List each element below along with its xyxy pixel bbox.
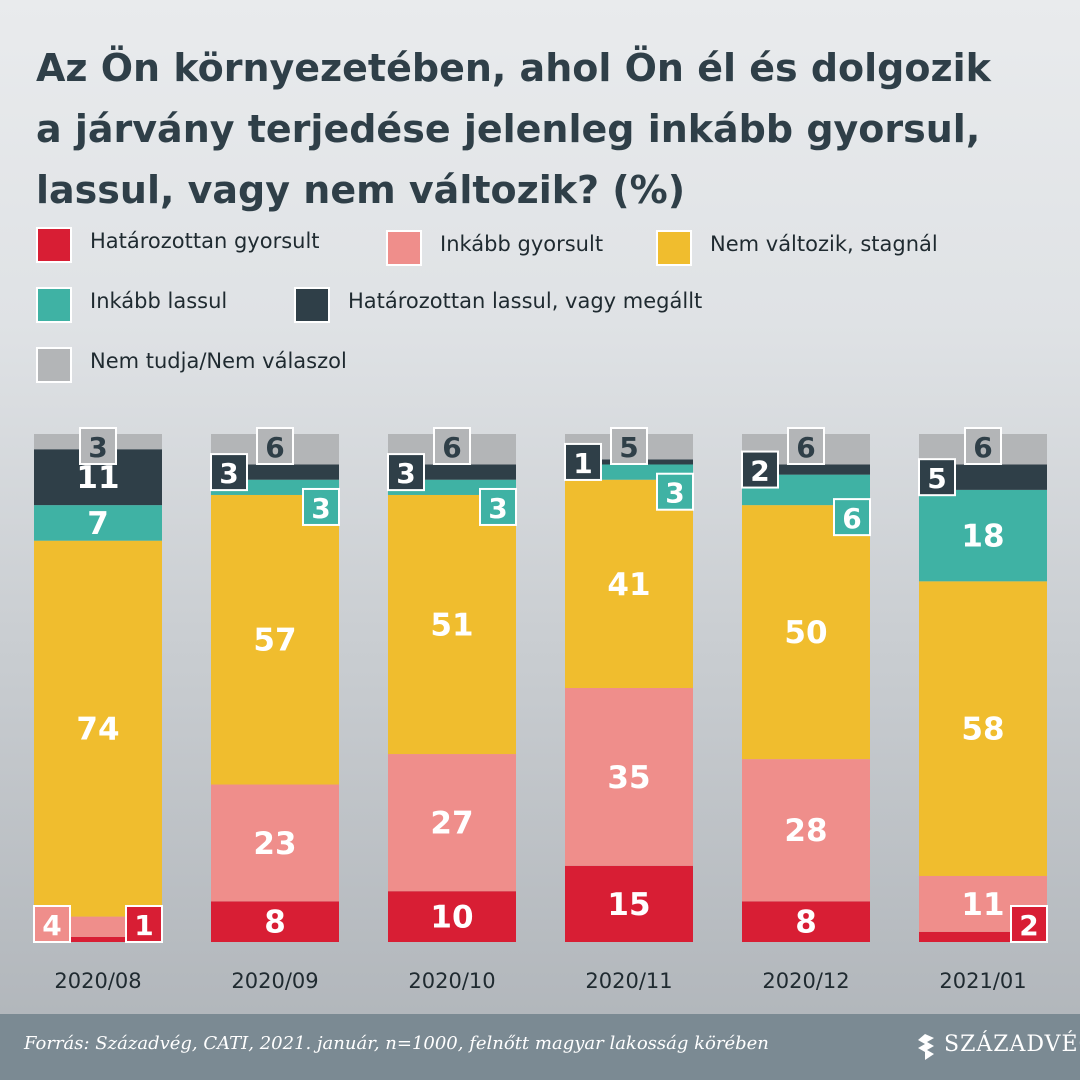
data-label: 6	[265, 431, 284, 464]
data-label: 5	[619, 431, 638, 464]
data-label: 74	[76, 712, 119, 748]
data-label: 8	[264, 905, 286, 941]
data-label-box	[964, 427, 1002, 465]
data-label: 3	[219, 457, 238, 490]
x-tick-label: 2020/12	[762, 969, 849, 993]
legend-swatch	[386, 230, 422, 266]
data-label: 7	[87, 506, 109, 542]
bar-segment	[919, 931, 1047, 942]
data-label-box	[433, 427, 471, 465]
data-label-box	[787, 427, 825, 465]
data-label-box	[79, 427, 117, 465]
data-label-box	[33, 905, 71, 943]
bar-segment	[565, 479, 693, 688]
data-label-box	[302, 487, 340, 526]
stacked-bar-chart: 747112020/08823572020/091027512020/10153…	[33, 427, 1048, 993]
footer: Forrás: Századvég, CATI, 2021. január, n…	[0, 1014, 1080, 1080]
bar-segment	[388, 754, 516, 892]
x-tick-label: 2020/10	[408, 969, 495, 993]
legend-label: Határozottan lassul, vagy megállt	[348, 289, 703, 313]
data-label: 4	[42, 909, 61, 942]
data-label: 18	[961, 519, 1004, 555]
data-label: 6	[442, 431, 461, 464]
data-label: 27	[430, 806, 473, 842]
data-label: 10	[430, 900, 473, 936]
data-label: 6	[842, 502, 861, 535]
bar-segment	[742, 464, 870, 475]
bar-segment	[211, 494, 339, 785]
brand-name: SZÁZADVÉG	[944, 1032, 1080, 1057]
data-label: 50	[784, 615, 827, 651]
data-label: 1	[573, 447, 592, 480]
data-label: 23	[253, 826, 296, 862]
data-label: 2	[1019, 909, 1038, 942]
data-label-box	[125, 905, 163, 943]
legend-label: Inkább lassul	[90, 289, 228, 313]
data-label: 3	[88, 431, 107, 464]
bar-segment	[388, 494, 516, 755]
source-note: Forrás: Századvég, CATI, 2021. január, n…	[24, 1033, 769, 1054]
bar-segment	[565, 865, 693, 942]
data-label: 28	[784, 813, 827, 849]
legend-label: Határozottan gyorsult	[90, 229, 320, 253]
data-label: 6	[796, 431, 815, 464]
data-label: 41	[607, 567, 650, 603]
legend-swatch	[36, 287, 72, 323]
x-tick-label: 2020/08	[54, 969, 141, 993]
bar-segment	[742, 505, 870, 760]
bar-segment	[388, 891, 516, 942]
data-label: 11	[76, 460, 119, 496]
data-label: 15	[607, 887, 650, 923]
data-label-box	[210, 453, 248, 492]
bar-segment	[34, 936, 162, 942]
bar-segment	[565, 688, 693, 866]
data-label: 3	[665, 477, 684, 510]
bar-segment	[742, 901, 870, 942]
bar-segment	[34, 505, 162, 541]
data-label-box	[479, 487, 517, 526]
data-label: 51	[430, 608, 473, 644]
data-label: 11	[961, 887, 1004, 923]
chart-title: Az Ön környezetében, ahol Ön él és dolgo…	[36, 46, 991, 212]
data-label: 57	[253, 623, 296, 659]
legend-label: Inkább gyorsult	[440, 232, 604, 256]
data-label-box	[256, 427, 294, 465]
data-label-box	[656, 472, 694, 511]
data-label-box	[833, 498, 871, 537]
data-label-box	[610, 427, 648, 465]
bar-segment	[742, 759, 870, 902]
legend-swatch	[36, 347, 72, 383]
brand-logo-icon	[918, 1034, 934, 1060]
data-label-box	[1010, 905, 1048, 943]
data-label: 58	[961, 712, 1004, 748]
data-label: 1	[134, 909, 153, 942]
data-label-box	[564, 442, 602, 481]
bar-segment	[919, 581, 1047, 876]
bar-segment	[34, 540, 162, 917]
legend-swatch	[294, 287, 330, 323]
data-label: 8	[795, 905, 817, 941]
data-label: 3	[311, 492, 330, 525]
data-label: 35	[607, 760, 650, 796]
data-label-box	[387, 453, 425, 492]
data-label-box	[741, 450, 779, 489]
data-label: 2	[750, 455, 769, 488]
bar-segment	[919, 489, 1047, 582]
x-tick-label: 2020/11	[585, 969, 672, 993]
bar-segment	[211, 784, 339, 902]
bar-segment	[211, 901, 339, 942]
data-label: 5	[927, 462, 946, 495]
data-label: 6	[973, 431, 992, 464]
legend-swatch	[36, 227, 72, 263]
x-tick-label: 2020/09	[231, 969, 318, 993]
data-label: 3	[488, 492, 507, 525]
legend-swatch	[656, 230, 692, 266]
legend-label: Nem változik, stagnál	[710, 232, 938, 256]
data-label: 3	[396, 457, 415, 490]
x-tick-label: 2021/01	[939, 969, 1026, 993]
data-label-box	[918, 458, 956, 497]
legend-label: Nem tudja/Nem válaszol	[90, 349, 347, 373]
